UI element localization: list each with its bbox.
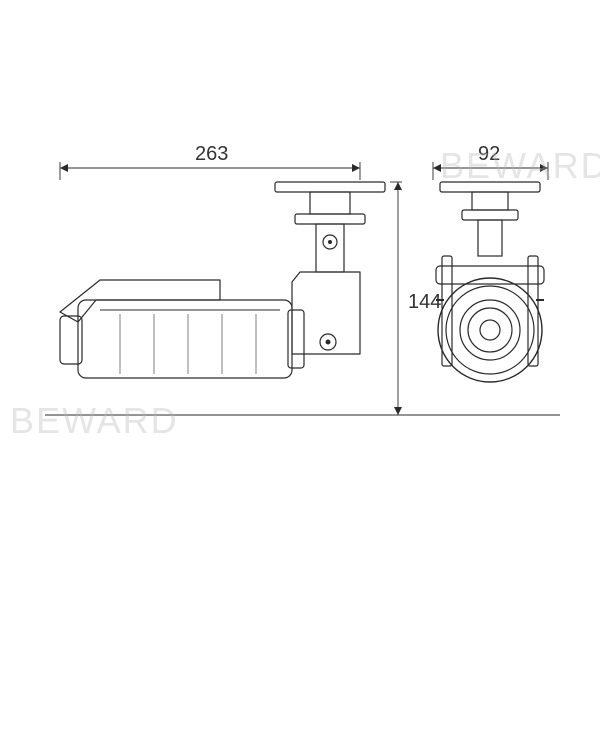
svg-text:144: 144 bbox=[408, 291, 441, 313]
dimensional-drawing: 263 92 144 bbox=[0, 0, 600, 750]
svg-text:263: 263 bbox=[195, 143, 228, 165]
svg-text:92: 92 bbox=[478, 143, 500, 165]
